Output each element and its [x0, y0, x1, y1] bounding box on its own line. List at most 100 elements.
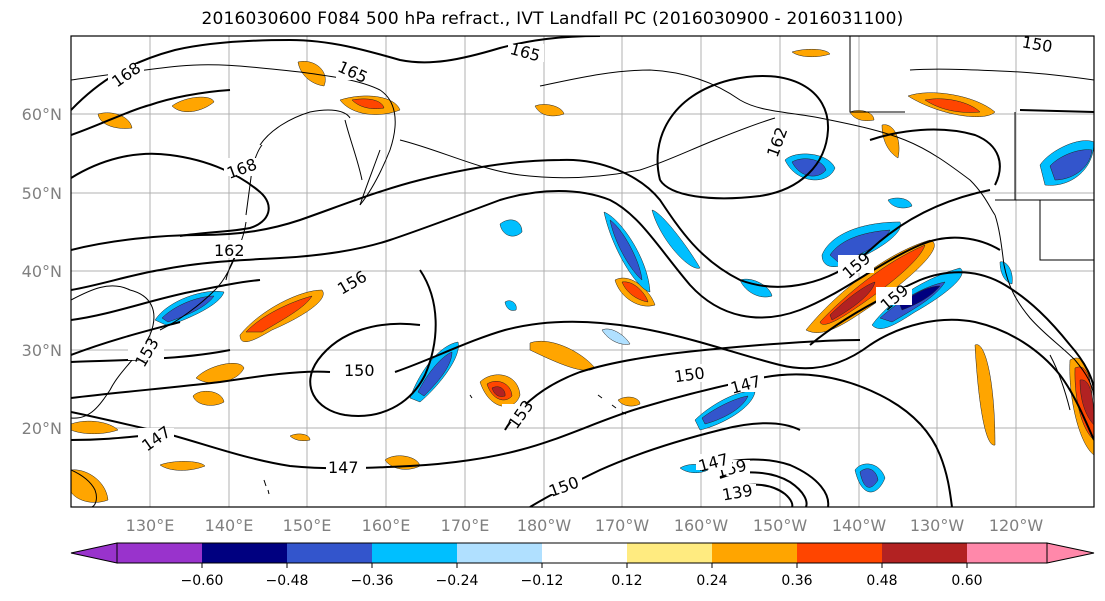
negative-anomaly-patch — [601, 328, 631, 345]
lon-label: 170°W — [595, 516, 650, 535]
negative-anomaly-patch — [651, 209, 701, 269]
lon-label: 130°W — [910, 516, 965, 535]
lat-label: 30°N — [22, 341, 62, 360]
north-america-west-coast — [994, 214, 1094, 401]
contour-162 — [71, 158, 991, 288]
positive-anomaly-patch — [159, 461, 206, 471]
contour-162-ne — [869, 109, 1094, 186]
positive-anomaly-patch — [534, 104, 565, 117]
colorbar-tick-label: 0.24 — [696, 573, 727, 589]
lon-label: 170°E — [441, 516, 490, 535]
colorbar-frame — [116, 542, 1048, 564]
latitude-labels: 60°N 50°N 40°N 30°N 20°N — [22, 105, 62, 438]
us-state-border — [1039, 200, 1094, 261]
alaska-coastline — [539, 69, 996, 216]
contour-156 — [71, 190, 1001, 319]
positive-anomaly-patch — [289, 433, 311, 442]
map-title: 2016030600 F084 500 hPa refract., IVT La… — [201, 9, 904, 29]
positive-anomaly-patch — [974, 344, 996, 446]
contour-168-inner — [71, 152, 270, 237]
colorbar-tick-label: −0.24 — [436, 573, 479, 589]
map-plot-area: 168 165 165 168 162 162 156 159 159 153 — [70, 32, 1095, 508]
lon-label: 140°W — [832, 516, 887, 535]
colorbar-segment — [712, 543, 797, 563]
colorbar-ticks — [201, 563, 968, 568]
longitude-labels: 130°E 140°E 150°E 160°E 170°E 180°W 170°… — [126, 516, 1044, 535]
positive-anomaly-patch — [621, 281, 649, 303]
positive-anomaly-patch — [192, 390, 225, 406]
lon-label: 160°E — [362, 516, 411, 535]
lat-label: 40°N — [22, 262, 62, 281]
positive-anomaly-patch — [245, 295, 313, 333]
colorbar-segment — [202, 543, 287, 563]
colorbar-tick-label: −0.12 — [521, 573, 564, 589]
positive-anomaly-patch — [171, 96, 215, 113]
contour-153-mid — [504, 339, 861, 431]
positive-anomaly-patch — [491, 386, 506, 397]
colorbar-tick-label: 0.48 — [866, 573, 897, 589]
positive-anomaly-patch — [1079, 379, 1094, 426]
small-islands — [263, 394, 473, 495]
colorbar-segment — [372, 543, 457, 563]
colorbar-segment — [117, 543, 202, 563]
contour-label: 150 — [344, 361, 375, 380]
contour-label: 162 — [214, 241, 245, 260]
negative-anomaly-patch — [417, 351, 453, 397]
lon-label: 160°W — [674, 516, 729, 535]
positive-anomaly-patch — [71, 469, 109, 503]
colorbar-tick-label: 0.60 — [951, 573, 982, 589]
negative-anomaly-patch — [609, 219, 643, 281]
lon-label: 140°E — [205, 516, 254, 535]
aleutian-islands — [399, 139, 641, 179]
colorbar: −0.60 −0.48 −0.36 −0.24 −0.12 0.12 0.24 … — [70, 542, 1095, 589]
colorbar-segment — [457, 543, 542, 563]
negative-anomaly-patch — [1049, 149, 1093, 181]
lon-label: 120°W — [989, 516, 1044, 535]
positive-anomaly-patch — [351, 98, 385, 109]
negative-anomaly-patch — [499, 219, 523, 237]
contour-165 — [71, 89, 231, 136]
lat-label: 20°N — [22, 419, 62, 438]
positive-anomaly-patch — [791, 49, 831, 57]
colorbar-extend-low — [70, 542, 118, 564]
colorbar-segment — [967, 543, 1047, 563]
colorbar-tick-label: 0.36 — [781, 573, 812, 589]
coastlines — [71, 36, 1094, 507]
colorbar-segment — [287, 543, 372, 563]
negative-anomaly-patch — [504, 300, 517, 311]
colorbar-segment — [542, 543, 627, 563]
alaska-canada-border — [849, 36, 905, 113]
contour-147 — [71, 373, 953, 507]
contour-label: 150 — [1021, 32, 1054, 56]
philippines-coastline — [71, 469, 97, 507]
lon-label: 180°W — [517, 516, 572, 535]
colorbar-segment — [797, 543, 882, 563]
colorbar-segment — [882, 543, 967, 563]
positive-anomaly-patch — [829, 281, 876, 321]
colorbar-extend-high — [1046, 542, 1095, 564]
colorbar-segment — [627, 543, 712, 563]
negative-anomaly-patch — [859, 468, 879, 488]
contour-162-alaska-loop — [656, 75, 830, 200]
north-coast-islands — [909, 68, 1094, 81]
positive-anomaly-patch — [924, 98, 981, 113]
negative-anomaly-patch — [887, 197, 913, 209]
colorbar-tick-label: −0.60 — [181, 573, 224, 589]
colorbar-tick-label: −0.36 — [351, 573, 394, 589]
alaska-peninsula — [639, 117, 776, 171]
positive-anomaly-patch — [849, 110, 875, 121]
contour-159 — [71, 271, 1094, 393]
contour-150 — [71, 318, 1094, 441]
negative-anomaly-patch — [701, 395, 749, 425]
lat-label: 60°N — [22, 105, 62, 124]
positive-anomaly-patch — [617, 396, 641, 407]
baja-coastline — [1049, 354, 1071, 411]
contour-label: 150 — [673, 363, 706, 386]
lat-label: 50°N — [22, 184, 62, 203]
kamchatka-coastline — [344, 119, 381, 206]
colorbar-tick-label: 0.12 — [611, 573, 642, 589]
colorbar-tick-label: −0.48 — [266, 573, 309, 589]
lon-label: 150°E — [283, 516, 332, 535]
lon-label: 150°W — [753, 516, 808, 535]
contour-147-west — [71, 435, 141, 441]
